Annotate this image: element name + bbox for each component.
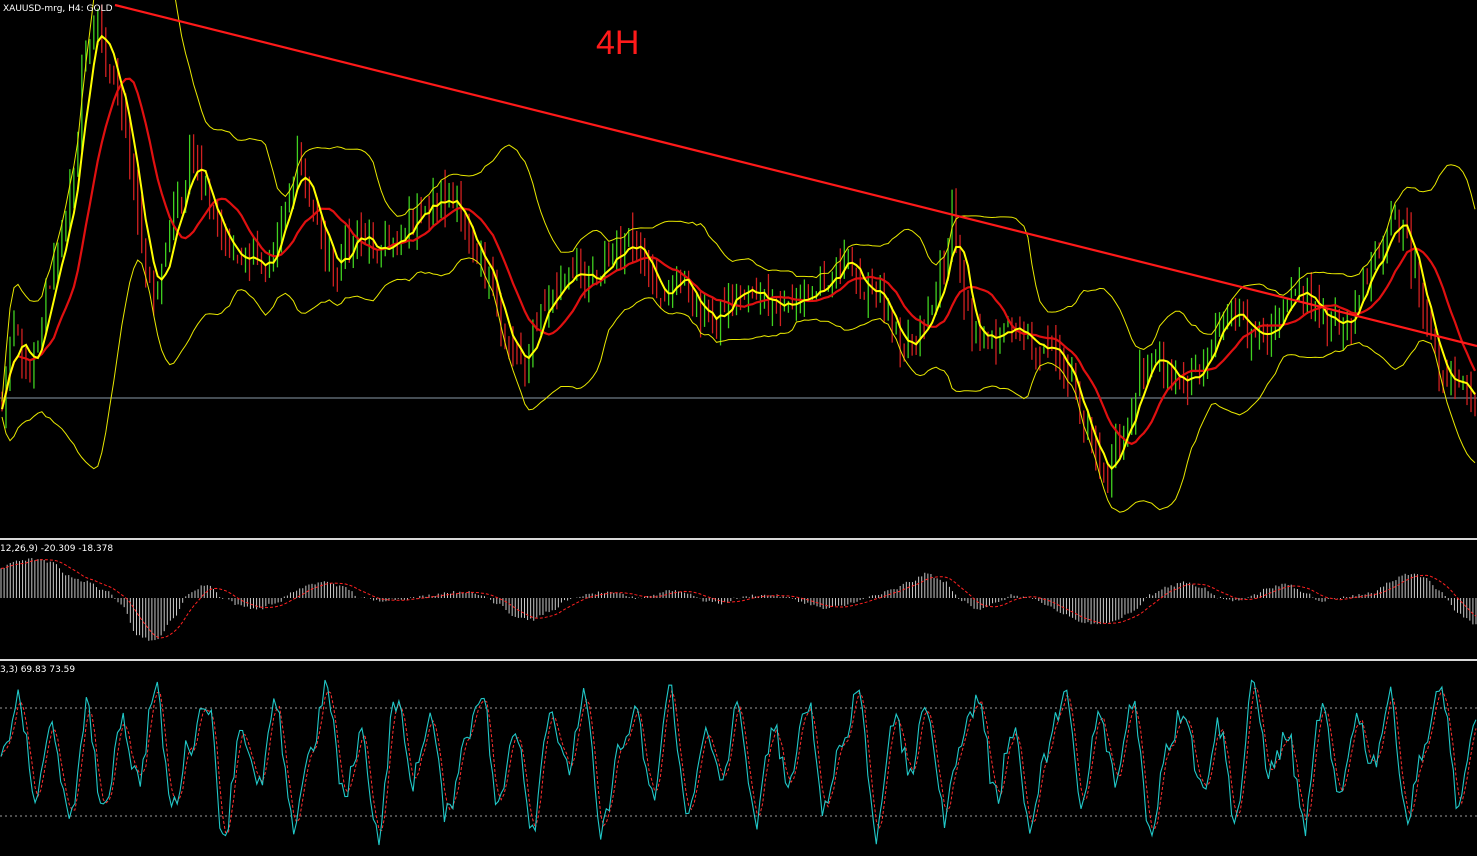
chart-title: XAUUSD-mrg, H4: GOLD [3,4,113,14]
macd-signal-value: -18.378 [78,544,114,554]
macd-canvas[interactable] [0,541,1477,659]
macd-params: 12,26,9) [0,544,38,554]
bollinger-upper-band [1,0,1476,402]
panel-separator[interactable] [0,659,1477,661]
macd-histogram [0,558,1477,641]
stochastic-main-value: 69.83 [20,665,47,675]
fast-moving-average [1,34,1476,471]
price-chart-canvas[interactable] [0,0,1477,538]
slow-moving-average [0,77,1476,446]
price-chart-panel[interactable]: XAUUSD-mrg, H4: GOLD 4H [0,0,1477,538]
timeframe-annotation: 4H [596,24,640,62]
macd-label: 12,26,9) -20.309 -18.378 [0,544,113,554]
stochastic-params: 3,3) [0,665,18,675]
stochastic-indicator-panel[interactable]: 3,3) 69.83 73.59 [0,662,1477,856]
stochastic-label: 3,3) 69.83 73.59 [0,665,75,675]
candles [1,4,1476,498]
panel-separator[interactable] [0,538,1477,540]
macd-indicator-panel[interactable]: 12,26,9) -20.309 -18.378 [0,541,1477,659]
bollinger-lower-band [1,257,1476,513]
stochastic-signal-line [0,687,1477,834]
stochastic-signal-value: 73.59 [49,665,76,675]
stochastic-main-line [0,679,1477,846]
macd-main-value: -20.309 [40,544,76,554]
descending-trendline [114,3,1477,348]
macd-signal-line [0,559,1477,639]
stochastic-canvas[interactable] [0,662,1477,856]
